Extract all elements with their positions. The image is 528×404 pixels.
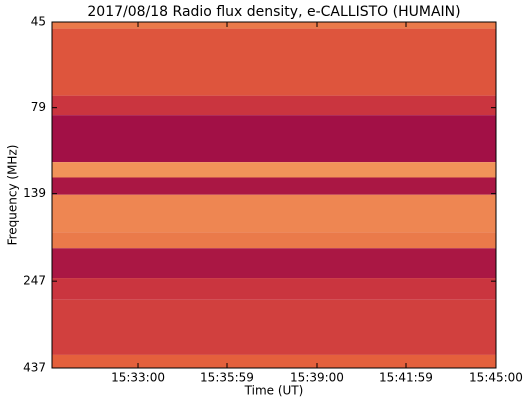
x-tick-label: 15:41:59 [379,371,433,385]
heatmap-cell [52,115,496,163]
x-tick-label: 15:35:59 [200,371,254,385]
heatmap-cell [52,22,496,29]
y-tick-label: 139 [23,186,46,200]
x-tick-label: 15:33:00 [111,371,165,385]
heatmap-cell [52,177,496,195]
heatmap-cell [52,194,496,233]
x-axis-label: Time (UT) [244,384,304,398]
x-tick-label: 15:45:00 [469,371,523,385]
y-tick-label: 437 [23,361,46,375]
heatmap-cell [52,248,496,279]
y-tick-label: 79 [31,100,46,114]
heatmap-cell [52,354,496,368]
chart-title: 2017/08/18 Radio flux density, e-CALLIST… [87,4,460,20]
heatmap-cell [52,28,496,96]
heatmap-cell [52,278,496,300]
y-axis-label: Frequency (MHz) [6,145,20,246]
heatmap-cell [52,299,496,355]
axes: 45 79 139 247 437 15:33:00 15:35:59 15:39:00 15:… [23,15,523,385]
heatmap-cell [52,162,496,178]
heatmap-cell [52,95,496,116]
y-tick-label: 45 [31,15,46,29]
y-tick-label: 247 [23,274,46,288]
plot-area [52,22,496,368]
plot-frame [51,21,497,369]
x-tick-label: 15:39:00 [290,371,344,385]
heatmap-cell [52,232,496,249]
